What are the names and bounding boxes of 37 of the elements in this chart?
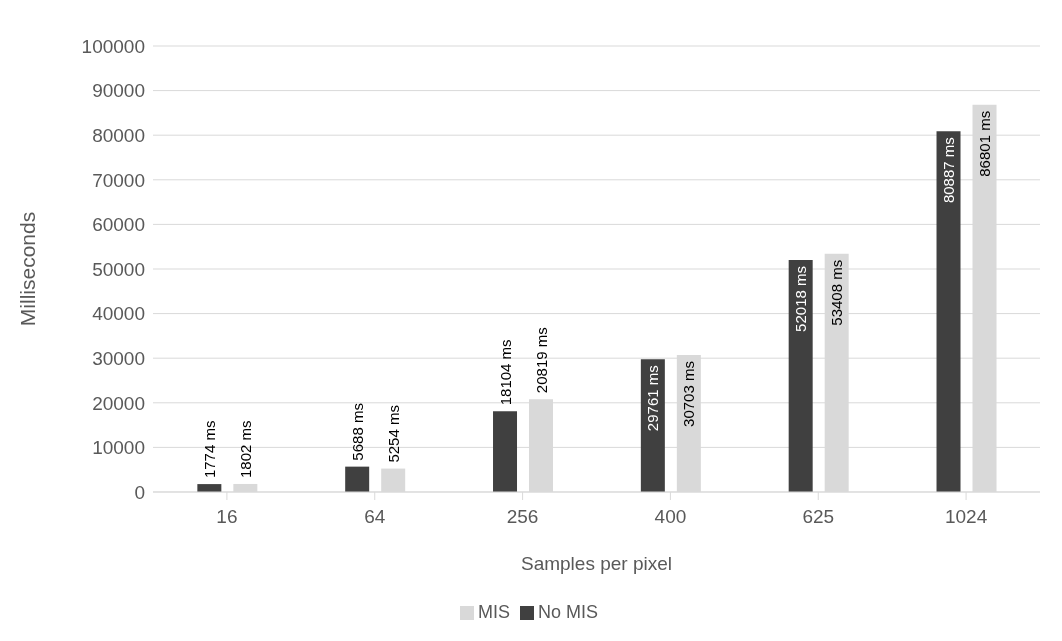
data-label: 30703 ms	[680, 361, 698, 427]
bar	[345, 466, 370, 492]
data-label: 53408 ms	[828, 259, 846, 326]
bar	[936, 131, 961, 492]
y-tick-label: 60000	[92, 214, 145, 236]
y-tick-label: 10000	[92, 437, 145, 459]
y-tick-label: 100000	[81, 35, 145, 57]
x-tick-label: 256	[506, 506, 539, 528]
y-tick-label: 50000	[92, 258, 145, 280]
data-label: 52018 ms	[792, 266, 810, 332]
data-label: 1802 ms	[236, 420, 254, 478]
data-label: 29761 ms	[644, 365, 662, 432]
x-tick-label: 1024	[944, 506, 988, 528]
y-axis-title: Milliseconds	[16, 211, 40, 327]
data-label: 18104 ms	[496, 339, 514, 406]
data-label: 80887 ms	[940, 137, 958, 204]
data-label: 86801 ms	[976, 110, 994, 177]
bar	[788, 260, 813, 492]
legend-label: MIS	[477, 602, 510, 622]
x-tick-label: 625	[802, 506, 835, 528]
x-tick-label: 400	[654, 506, 687, 528]
y-tick-label: 80000	[92, 124, 145, 146]
y-tick-label: 30000	[92, 347, 145, 369]
y-tick-label: 40000	[92, 303, 145, 325]
bar	[493, 411, 518, 492]
y-tick-label: 70000	[92, 169, 145, 191]
data-label: 1774 ms	[200, 420, 218, 479]
y-tick-label: 90000	[92, 80, 145, 102]
data-label: 20819 ms	[532, 327, 550, 394]
x-tick-label: 64	[364, 506, 386, 528]
y-tick-label: 20000	[92, 392, 145, 414]
data-label: 5688 ms	[348, 403, 366, 461]
data-label: 5254 ms	[384, 405, 402, 463]
legend-label: No MIS	[538, 602, 599, 622]
x-tick-label: 16	[216, 506, 238, 528]
y-tick-label: 0	[134, 481, 145, 503]
x-axis-title: Samples per pixel	[520, 553, 673, 574]
